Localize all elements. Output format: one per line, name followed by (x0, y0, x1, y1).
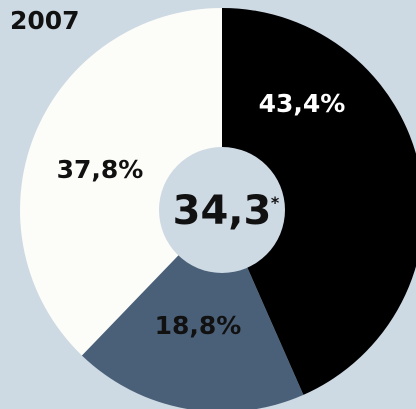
donut-slice (222, 8, 416, 395)
center-value: 34,3 (173, 188, 272, 234)
chart-title: 2007 (10, 6, 80, 35)
slice-label: 18,8% (155, 311, 242, 340)
donut-center (159, 147, 285, 273)
slice-label: 37,8% (57, 155, 144, 184)
center-footnote-marker: * (271, 193, 280, 212)
slice-label: 43,4% (259, 89, 346, 118)
donut-slice (81, 210, 304, 409)
donut-slice (20, 8, 222, 356)
